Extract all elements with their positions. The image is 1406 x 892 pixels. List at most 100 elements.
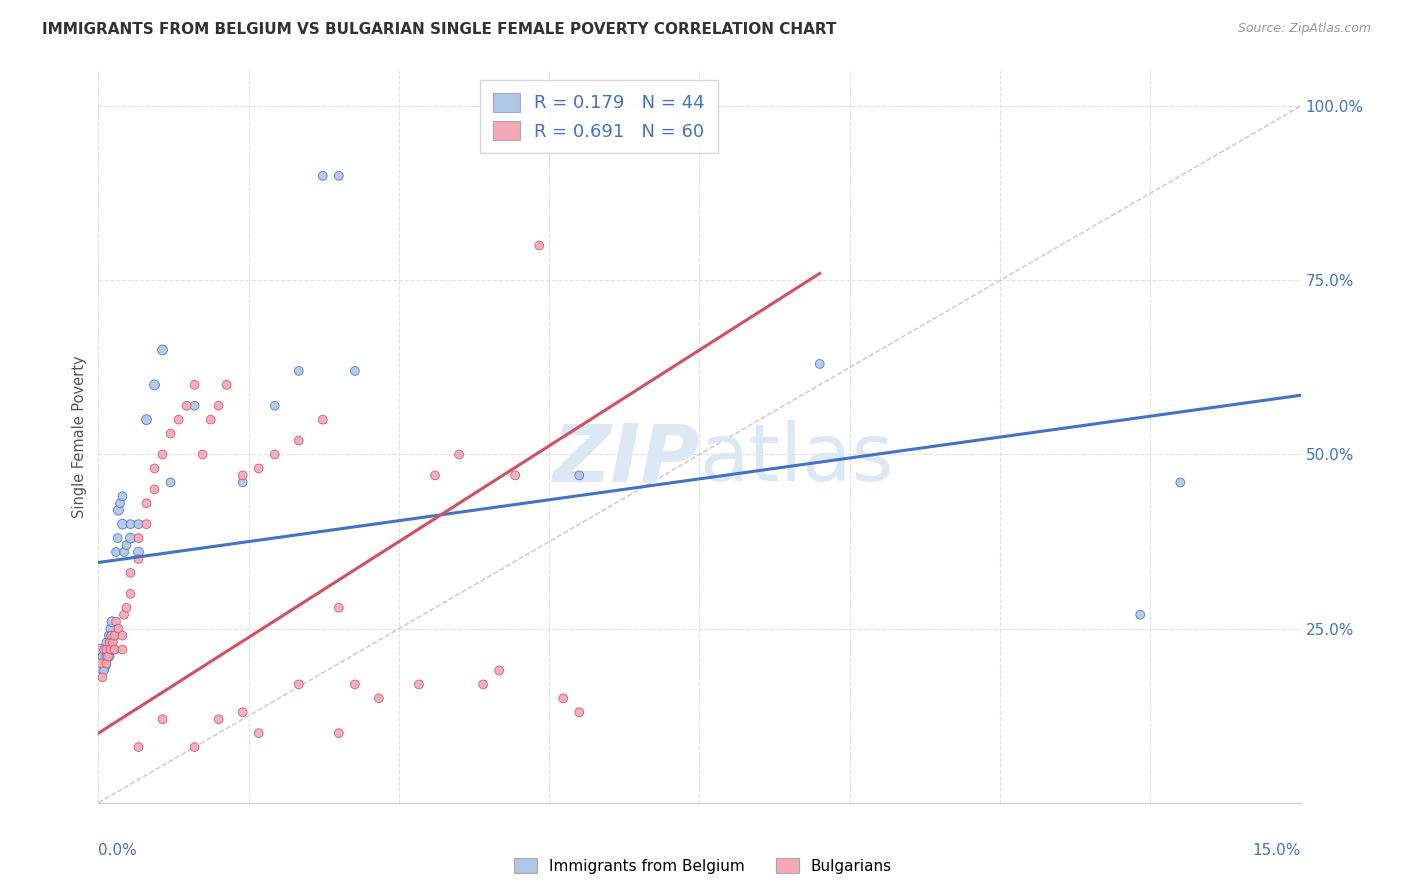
Point — [1170, 475, 1192, 490]
Point — [263, 399, 285, 413]
Text: 15.0%: 15.0% — [1253, 843, 1301, 858]
Point — [152, 448, 174, 462]
Point — [183, 399, 205, 413]
Point — [101, 615, 124, 629]
Point — [135, 412, 157, 426]
Point — [90, 642, 112, 657]
Point — [103, 629, 125, 643]
Point — [112, 607, 135, 622]
Point — [503, 468, 526, 483]
Point — [143, 377, 166, 392]
Point — [312, 169, 335, 183]
Text: 0.0%: 0.0% — [98, 843, 138, 858]
Point — [101, 635, 124, 649]
Point — [368, 691, 391, 706]
Point — [101, 642, 124, 657]
Point — [120, 531, 142, 545]
Point — [328, 169, 350, 183]
Point — [96, 642, 118, 657]
Point — [408, 677, 430, 691]
Point — [100, 642, 122, 657]
Point — [191, 448, 214, 462]
Point — [472, 677, 495, 691]
Point — [120, 566, 142, 580]
Text: IMMIGRANTS FROM BELGIUM VS BULGARIAN SINGLE FEMALE POVERTY CORRELATION CHART: IMMIGRANTS FROM BELGIUM VS BULGARIAN SIN… — [42, 22, 837, 37]
Point — [312, 412, 335, 426]
Point — [488, 664, 510, 678]
Point — [159, 475, 181, 490]
Point — [91, 670, 114, 684]
Point — [808, 357, 831, 371]
Point — [120, 587, 142, 601]
Point — [232, 705, 254, 719]
Point — [128, 531, 150, 545]
Point — [107, 622, 129, 636]
Point — [115, 600, 138, 615]
Point — [328, 726, 350, 740]
Point — [91, 649, 114, 664]
Y-axis label: Single Female Poverty: Single Female Poverty — [72, 356, 87, 518]
Point — [93, 664, 115, 678]
Point — [100, 629, 122, 643]
Point — [108, 496, 131, 510]
Point — [143, 461, 166, 475]
Point — [97, 649, 120, 664]
Point — [100, 635, 122, 649]
Point — [96, 635, 118, 649]
Text: Source: ZipAtlas.com: Source: ZipAtlas.com — [1237, 22, 1371, 36]
Point — [94, 642, 117, 657]
Point — [529, 238, 551, 252]
Point — [98, 635, 121, 649]
Point — [343, 364, 366, 378]
Point — [103, 629, 125, 643]
Point — [128, 740, 150, 755]
Point — [120, 517, 142, 532]
Point — [90, 657, 112, 671]
Point — [183, 740, 205, 755]
Point — [93, 642, 115, 657]
Point — [159, 426, 181, 441]
Point — [183, 377, 205, 392]
Point — [107, 531, 129, 545]
Point — [343, 677, 366, 691]
Point — [97, 642, 120, 657]
Legend: Immigrants from Belgium, Bulgarians: Immigrants from Belgium, Bulgarians — [508, 852, 898, 880]
Point — [232, 468, 254, 483]
Point — [135, 517, 157, 532]
Point — [288, 677, 311, 691]
Point — [111, 489, 134, 503]
Point — [423, 468, 446, 483]
Point — [247, 726, 270, 740]
Point — [1129, 607, 1152, 622]
Point — [111, 629, 134, 643]
Point — [208, 712, 231, 726]
Point — [553, 691, 575, 706]
Point — [208, 399, 231, 413]
Point — [167, 412, 190, 426]
Point — [215, 377, 238, 392]
Point — [98, 649, 121, 664]
Point — [128, 517, 150, 532]
Point — [247, 461, 270, 475]
Point — [111, 517, 134, 532]
Point — [328, 600, 350, 615]
Point — [90, 657, 112, 671]
Point — [97, 629, 120, 643]
Point — [288, 434, 311, 448]
Point — [128, 545, 150, 559]
Point — [96, 657, 118, 671]
Point — [103, 642, 125, 657]
Point — [100, 622, 122, 636]
Legend: R = 0.179   N = 44, R = 0.691   N = 60: R = 0.179 N = 44, R = 0.691 N = 60 — [479, 80, 717, 153]
Point — [143, 483, 166, 497]
Point — [107, 503, 129, 517]
Point — [288, 364, 311, 378]
Point — [105, 545, 128, 559]
Point — [568, 705, 591, 719]
Point — [176, 399, 198, 413]
Point — [200, 412, 222, 426]
Point — [115, 538, 138, 552]
Point — [152, 343, 174, 357]
Point — [568, 468, 591, 483]
Point — [103, 642, 125, 657]
